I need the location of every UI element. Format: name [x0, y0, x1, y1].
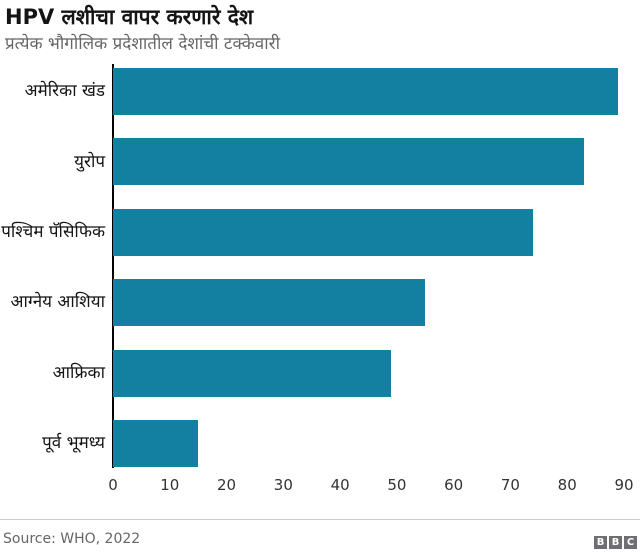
category-label: पश्चिम पॅसिफिक [1, 221, 105, 242]
source-text: Source: WHO, 2022 [3, 531, 141, 547]
x-tick-label: 70 [500, 476, 520, 494]
footer-divider [0, 519, 640, 520]
x-tick-label: 40 [330, 476, 350, 494]
bar [113, 68, 619, 115]
bar [113, 208, 534, 256]
category-label: पूर्व भूमध्य [42, 433, 105, 454]
category-label: युरोप [74, 151, 105, 172]
x-tick-label: 10 [160, 476, 180, 494]
bbc-logo-letter: B [609, 536, 622, 549]
bar [113, 138, 585, 186]
category-label: अमेरिका खंड [24, 81, 105, 102]
category-label: आग्नेय आशिया [10, 292, 105, 313]
x-tick-label: 90 [614, 476, 634, 494]
x-tick-label: 80 [557, 476, 577, 494]
bar [113, 420, 199, 467]
x-tick-label: 30 [273, 476, 293, 494]
chart-subtitle: प्रत्येक भौगोलिक प्रदेशातील देशांची टक्क… [5, 34, 281, 54]
x-tick-label: 0 [108, 476, 118, 494]
bar [113, 279, 426, 327]
plot-area: अमेरिका खंड युरोप पश्चिम पॅसिफिक आग्नेय आशि… [0, 62, 640, 502]
x-tick-label: 50 [387, 476, 407, 494]
bbc-logo-letter: C [624, 536, 637, 549]
bbc-logo-letter: B [594, 536, 607, 549]
bar [113, 349, 392, 397]
chart-title: HPV लशीचा वापर करणारे देश [5, 5, 254, 29]
x-tick-label: 20 [217, 476, 237, 494]
category-label: आफ्रिका [52, 362, 105, 383]
x-tick-label: 60 [444, 476, 464, 494]
y-axis-baseline [112, 64, 114, 468]
